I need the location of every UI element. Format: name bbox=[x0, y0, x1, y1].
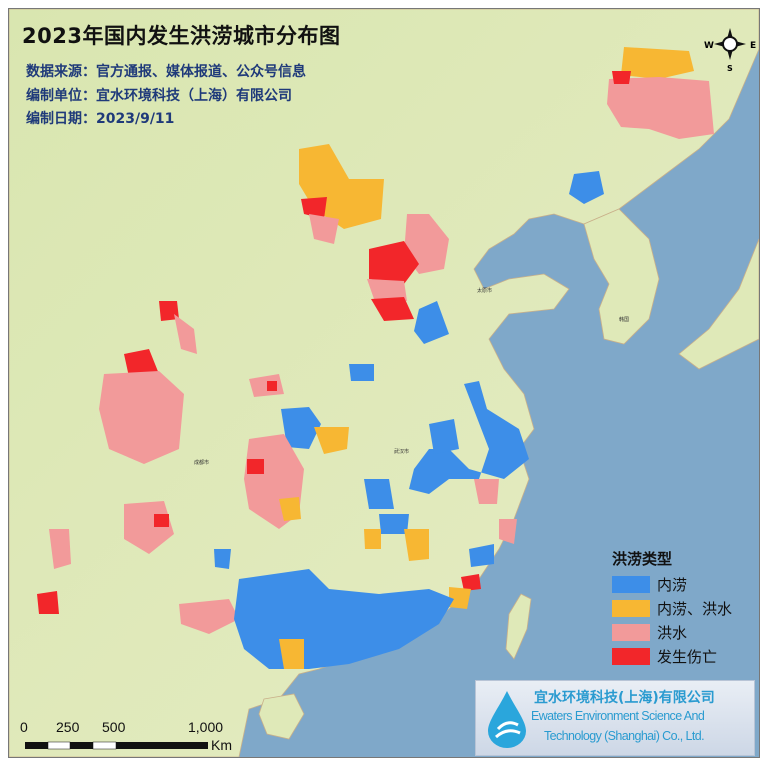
region-casualty bbox=[369, 241, 419, 284]
region-flood-mixed bbox=[364, 529, 381, 549]
legend-swatch bbox=[612, 599, 650, 617]
hainan bbox=[258, 693, 305, 740]
region-flood-mixed bbox=[314, 427, 349, 454]
region-casualty bbox=[159, 301, 179, 321]
compiler: 编制单位：宜水环境科技（上海）有限公司 bbox=[26, 88, 292, 104]
region-flood bbox=[367, 279, 407, 301]
taiwan bbox=[505, 593, 532, 660]
flood-regions bbox=[37, 47, 714, 669]
compass-icon: W E S bbox=[704, 28, 756, 73]
region-flood bbox=[309, 214, 339, 244]
region-waterlogging bbox=[429, 419, 459, 454]
water-drop-logo-icon bbox=[488, 691, 526, 748]
region-casualty bbox=[301, 197, 327, 219]
region-flood-mixed bbox=[404, 529, 429, 561]
region-flood bbox=[249, 374, 284, 397]
region-casualty bbox=[371, 297, 414, 321]
japan bbox=[678, 238, 759, 370]
legend-label: 洪水 bbox=[657, 623, 688, 642]
region-flood bbox=[174, 314, 197, 354]
region-flood bbox=[607, 77, 714, 139]
legend-label: 发生伤亡 bbox=[657, 647, 718, 666]
legend-item-casualty: 发生伤亡 bbox=[612, 644, 732, 668]
region-flood-mixed bbox=[449, 587, 471, 609]
region-waterlogging bbox=[414, 301, 449, 344]
map-label-chengdu: 成都市 bbox=[194, 459, 209, 466]
scale-tick-250: 250 bbox=[56, 719, 80, 735]
region-waterlogging bbox=[364, 479, 394, 509]
map-label-taiyuan: 太原市 bbox=[477, 287, 492, 294]
compass-s: S bbox=[727, 64, 733, 73]
region-waterlogging bbox=[469, 544, 494, 567]
region-flood bbox=[99, 371, 184, 464]
legend: 洪涝类型 内涝 内涝、洪水 洪水 发生伤亡 bbox=[612, 548, 732, 668]
legend-item-mixed: 内涝、洪水 bbox=[612, 596, 732, 620]
region-waterlogging bbox=[569, 171, 604, 204]
region-casualty bbox=[124, 349, 159, 377]
region-flood-mixed bbox=[279, 639, 304, 669]
logo-company-cn: 宜水环境科技(上海)有限公司 bbox=[534, 690, 715, 706]
map-label-wuhan: 武汉市 bbox=[394, 448, 409, 455]
scale-tick-0: 0 bbox=[20, 719, 28, 735]
region-waterlogging bbox=[214, 549, 231, 569]
region-flood bbox=[49, 529, 71, 569]
legend-title: 洪涝类型 bbox=[612, 550, 673, 568]
region-casualty bbox=[247, 459, 264, 474]
legend-label: 内涝 bbox=[657, 575, 688, 594]
scale-unit: Km bbox=[211, 737, 232, 753]
korea-peninsula bbox=[583, 208, 660, 345]
company-logo-panel: 宜水环境科技(上海)有限公司 Ewaters Environment Scien… bbox=[475, 680, 755, 756]
region-flood-mixed bbox=[621, 47, 694, 79]
region-waterlogging bbox=[379, 514, 409, 534]
data-source: 数据来源：官方通报、媒体报道、公众号信息 bbox=[26, 64, 306, 80]
region-flood bbox=[179, 599, 239, 634]
legend-item-waterlogging: 内涝 bbox=[612, 572, 732, 596]
legend-swatch bbox=[612, 623, 650, 641]
compass-w: W bbox=[704, 41, 714, 51]
region-casualty bbox=[267, 381, 277, 391]
compile-date: 编制日期：2023/9/11 bbox=[26, 111, 175, 127]
region-casualty bbox=[612, 71, 631, 84]
logo-company-en-2: Technology (Shanghai) Co., Ltd. bbox=[544, 729, 705, 743]
region-waterlogging bbox=[281, 407, 321, 449]
region-waterlogging bbox=[409, 381, 529, 494]
region-casualty bbox=[37, 591, 59, 614]
flood-map: 太原市 武汉市 成都市 韩国 W E S bbox=[9, 9, 759, 757]
region-flood-mixed bbox=[279, 497, 301, 521]
region-waterlogging bbox=[349, 364, 374, 381]
region-casualty bbox=[154, 514, 169, 527]
scale-tick-1000: 1,000 bbox=[188, 719, 224, 735]
map-frame: 太原市 武汉市 成都市 韩国 W E S bbox=[8, 8, 760, 758]
region-flood bbox=[474, 479, 499, 504]
legend-label: 内涝、洪水 bbox=[657, 599, 733, 618]
scale-bar bbox=[25, 741, 208, 750]
scale-tick-500: 500 bbox=[102, 719, 126, 735]
legend-item-flood: 洪水 bbox=[612, 620, 732, 644]
map-label-korea: 韩国 bbox=[619, 316, 629, 323]
logo-company-en-1: Ewaters Environment Science And bbox=[531, 709, 705, 723]
legend-swatch bbox=[612, 647, 650, 665]
compass-e: E bbox=[750, 41, 756, 51]
region-casualty bbox=[461, 574, 481, 591]
legend-swatch bbox=[612, 575, 650, 593]
map-title: 2023年国内发生洪涝城市分布图 bbox=[22, 24, 341, 48]
region-flood bbox=[499, 519, 517, 544]
